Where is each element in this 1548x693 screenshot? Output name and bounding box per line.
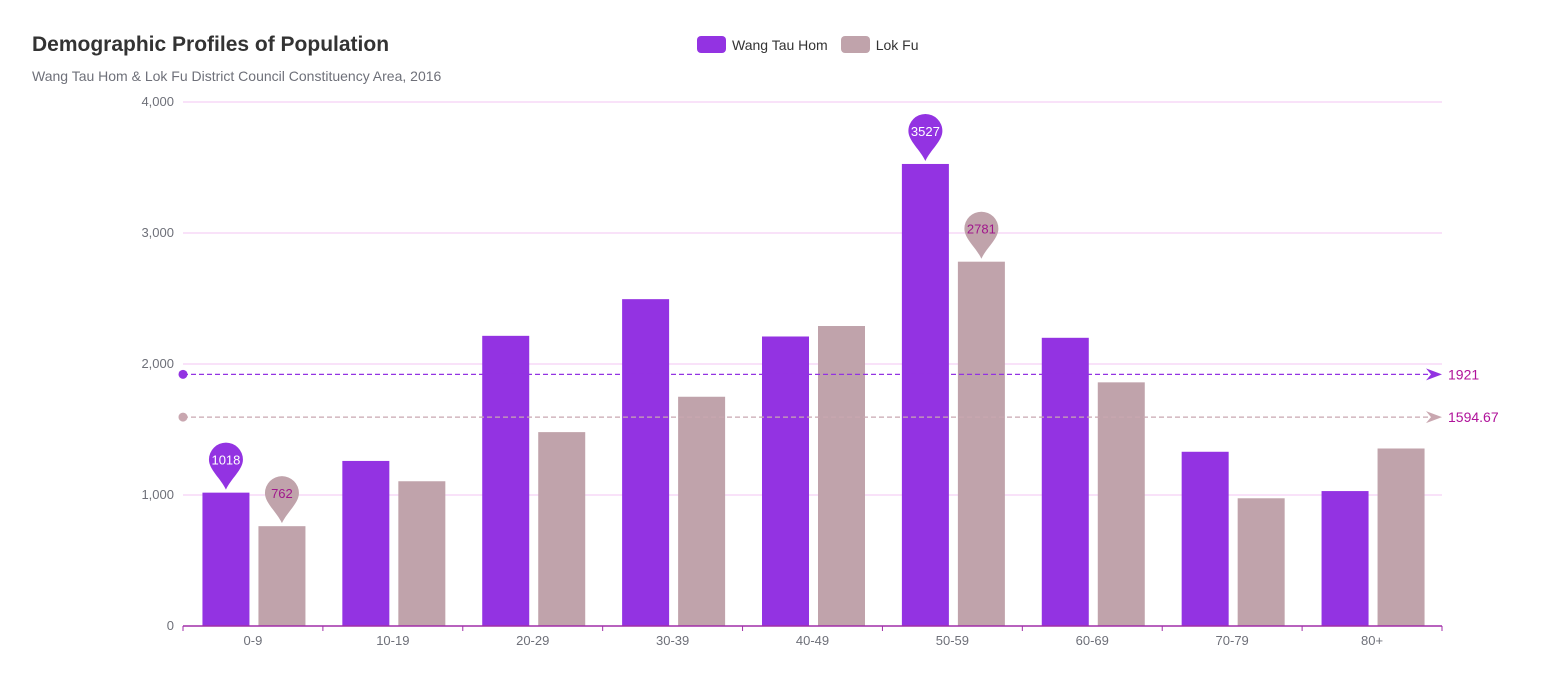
bar — [1181, 451, 1229, 626]
bar — [258, 526, 306, 626]
x-tick-label: 70-79 — [1216, 633, 1249, 648]
y-tick-label: 0 — [167, 618, 174, 633]
x-tick-label: 60-69 — [1076, 633, 1109, 648]
y-tick-label: 2,000 — [141, 356, 174, 371]
y-tick-label: 1,000 — [141, 487, 174, 502]
legend-item-wang-tau-hom[interactable]: Wang Tau Hom — [697, 36, 828, 53]
bar — [762, 336, 809, 626]
average-line-arrow — [1426, 411, 1442, 424]
bar — [202, 492, 250, 626]
bar — [538, 432, 586, 626]
marker-pin — [264, 476, 299, 524]
x-tick-label: 10-19 — [376, 633, 409, 648]
bar — [818, 326, 865, 626]
bar — [1237, 498, 1285, 626]
marker-pin-label: 3527 — [911, 124, 940, 139]
legend-item-lok-fu[interactable]: Lok Fu — [840, 36, 919, 53]
marker-pin — [208, 442, 243, 490]
average-line-arrow — [1426, 368, 1442, 381]
legend: Wang Tau Hom Lok Fu — [697, 36, 932, 53]
bar — [901, 163, 949, 626]
y-tick-label: 4,000 — [141, 94, 174, 109]
marker-pin — [964, 211, 999, 259]
bar — [957, 261, 1005, 626]
legend-label-wang-tau-hom: Wang Tau Hom — [732, 36, 828, 53]
x-tick-label: 80+ — [1361, 633, 1383, 648]
marker-pin — [908, 113, 943, 161]
bar — [1377, 448, 1425, 626]
marker-pin-label: 762 — [271, 486, 293, 501]
x-tick-label: 20-29 — [516, 633, 549, 648]
legend-label-lok-fu: Lok Fu — [875, 36, 919, 53]
y-tick-label: 3,000 — [141, 225, 174, 240]
bar — [342, 460, 390, 626]
bar — [1321, 491, 1369, 626]
chart-subtitle: Wang Tau Hom & Lok Fu District Council C… — [32, 68, 442, 84]
chart-title: Demographic Profiles of Population — [32, 33, 390, 56]
bar — [1097, 382, 1145, 626]
average-line-label: 1921 — [1448, 366, 1479, 382]
legend-swatch-wang-tau-hom — [697, 36, 726, 53]
bar — [678, 396, 726, 626]
x-tick-label: 0-9 — [244, 633, 263, 648]
marker-pin-label: 2781 — [967, 222, 996, 237]
legend-swatch-lok-fu — [840, 36, 870, 53]
bar — [622, 299, 670, 626]
bar — [482, 335, 530, 626]
x-tick-label: 40-49 — [796, 633, 829, 648]
x-tick-label: 30-39 — [656, 633, 689, 648]
marker-pin-label: 1018 — [211, 453, 240, 468]
average-line-label: 1594.67 — [1448, 409, 1499, 425]
bar — [1041, 337, 1089, 626]
bar — [398, 481, 446, 626]
x-tick-label: 50-59 — [936, 633, 969, 648]
